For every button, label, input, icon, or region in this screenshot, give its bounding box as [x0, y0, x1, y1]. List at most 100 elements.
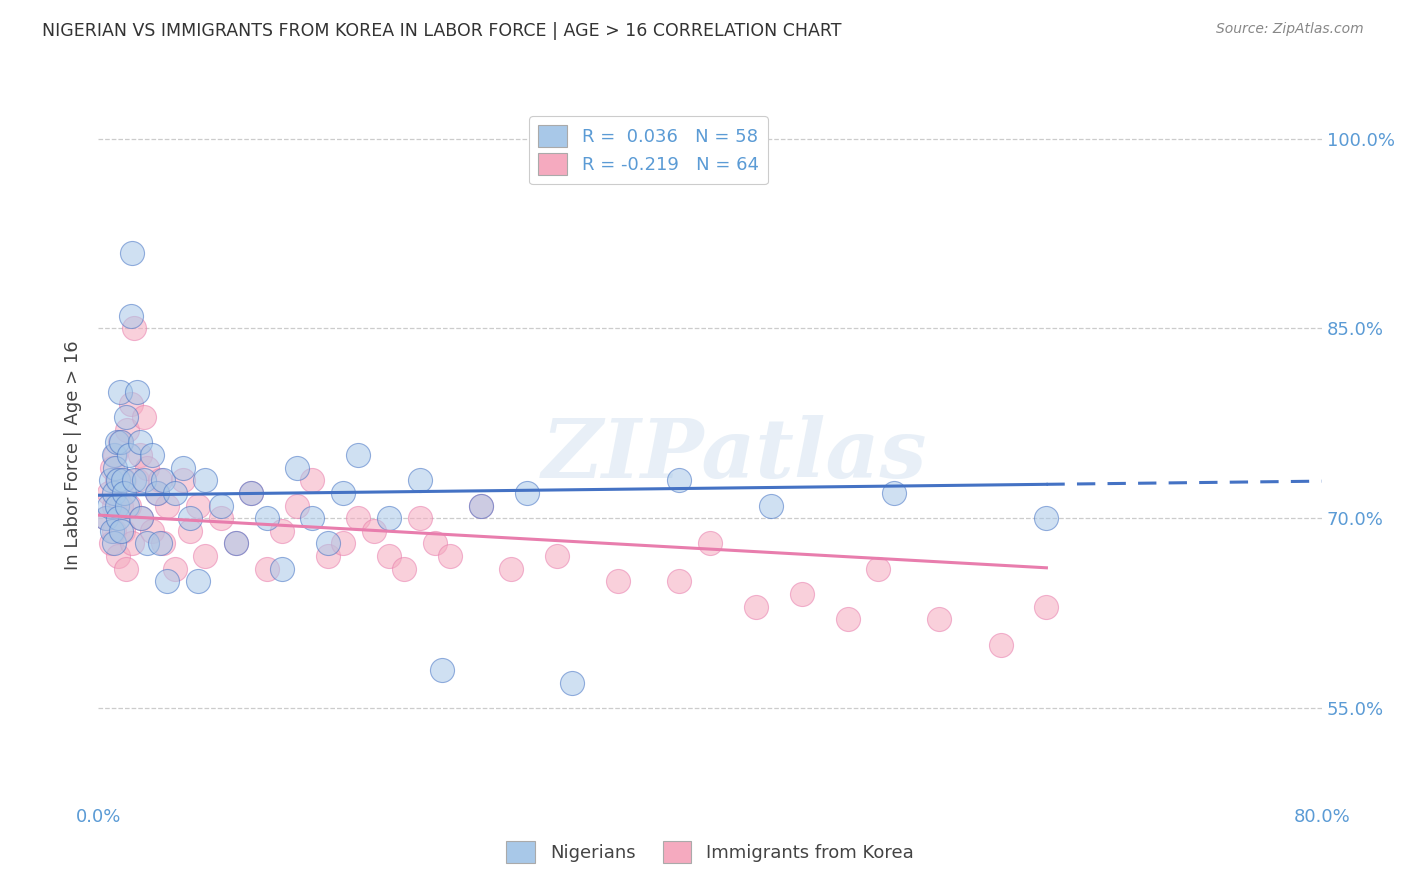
Point	[546, 549, 568, 563]
Point	[332, 536, 354, 550]
Point	[868, 562, 890, 576]
Point	[145, 486, 167, 500]
Point	[105, 473, 128, 487]
Point	[225, 536, 247, 550]
Point	[94, 511, 117, 525]
Point	[111, 473, 134, 487]
Point	[423, 536, 446, 550]
Point	[111, 524, 134, 538]
Point	[256, 562, 278, 576]
Point	[115, 562, 138, 576]
Point	[378, 549, 401, 563]
Point	[107, 511, 129, 525]
Point	[110, 524, 132, 538]
Text: ZIPatlas: ZIPatlas	[541, 415, 927, 495]
Point	[103, 499, 125, 513]
Point	[470, 499, 492, 513]
Point	[347, 511, 370, 525]
Point	[990, 638, 1012, 652]
Point	[256, 511, 278, 525]
Point	[316, 549, 339, 563]
Point	[285, 499, 308, 513]
Point	[301, 511, 323, 525]
Point	[194, 549, 217, 563]
Point	[270, 562, 292, 576]
Point	[129, 511, 152, 525]
Point	[163, 486, 186, 500]
Point	[121, 536, 143, 550]
Point	[103, 448, 125, 462]
Point	[129, 511, 152, 525]
Point	[108, 435, 131, 450]
Point	[408, 511, 430, 525]
Point	[112, 486, 135, 500]
Point	[100, 536, 122, 550]
Point	[104, 448, 127, 462]
Point	[1035, 599, 1057, 614]
Point	[103, 536, 125, 550]
Point	[179, 511, 201, 525]
Point	[668, 473, 690, 487]
Point	[156, 499, 179, 513]
Point	[561, 675, 583, 690]
Point	[141, 524, 163, 538]
Point	[837, 612, 859, 626]
Point	[152, 536, 174, 550]
Point	[1035, 511, 1057, 525]
Point	[179, 524, 201, 538]
Point	[790, 587, 813, 601]
Point	[149, 473, 172, 487]
Point	[432, 663, 454, 677]
Point	[128, 448, 150, 462]
Point	[501, 562, 523, 576]
Point	[120, 309, 142, 323]
Point	[117, 499, 139, 513]
Point	[136, 460, 159, 475]
Point	[470, 499, 492, 513]
Point	[110, 435, 132, 450]
Point	[136, 536, 159, 550]
Point	[125, 384, 148, 399]
Point	[187, 499, 209, 513]
Point	[883, 486, 905, 500]
Point	[98, 486, 121, 500]
Point	[152, 473, 174, 487]
Point	[105, 499, 128, 513]
Point	[101, 524, 124, 538]
Point	[392, 562, 416, 576]
Point	[134, 473, 156, 487]
Point	[172, 473, 194, 487]
Point	[194, 473, 217, 487]
Point	[121, 245, 143, 260]
Point	[112, 473, 135, 487]
Point	[332, 486, 354, 500]
Point	[378, 511, 401, 525]
Point	[110, 499, 132, 513]
Point	[285, 460, 308, 475]
Point	[347, 448, 370, 462]
Point	[118, 499, 141, 513]
Point	[145, 486, 167, 500]
Point	[104, 460, 127, 475]
Point	[745, 599, 768, 614]
Point	[699, 536, 721, 550]
Point	[122, 473, 145, 487]
Point	[100, 473, 122, 487]
Point	[107, 549, 129, 563]
Point	[125, 473, 148, 487]
Point	[103, 524, 125, 538]
Point	[516, 486, 538, 500]
Text: Source: ZipAtlas.com: Source: ZipAtlas.com	[1216, 22, 1364, 37]
Y-axis label: In Labor Force | Age > 16: In Labor Force | Age > 16	[65, 340, 83, 570]
Point	[928, 612, 950, 626]
Point	[101, 460, 124, 475]
Point	[240, 486, 263, 500]
Point	[141, 448, 163, 462]
Point	[117, 423, 139, 437]
Point	[209, 511, 232, 525]
Point	[607, 574, 630, 589]
Text: NIGERIAN VS IMMIGRANTS FROM KOREA IN LABOR FORCE | AGE > 16 CORRELATION CHART: NIGERIAN VS IMMIGRANTS FROM KOREA IN LAB…	[42, 22, 842, 40]
Point	[301, 473, 323, 487]
Point	[122, 321, 145, 335]
Point	[128, 435, 150, 450]
